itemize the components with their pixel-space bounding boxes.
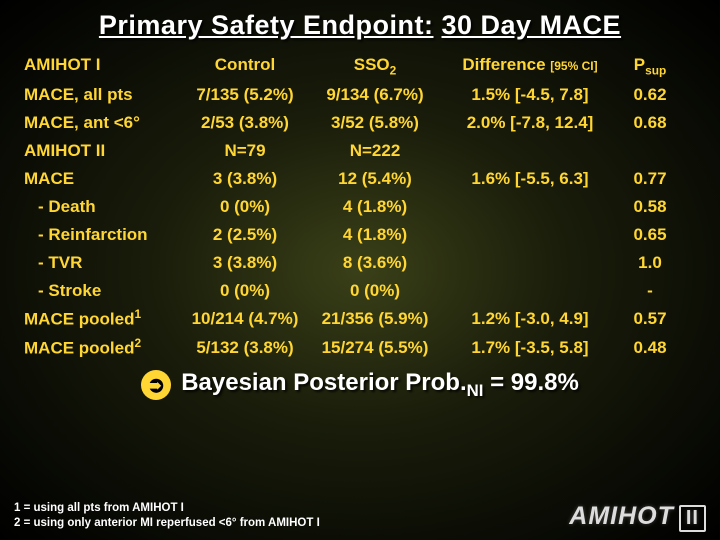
logo: AMIHOTII xyxy=(569,502,706,532)
cell-sso: 9/134 (6.7%) xyxy=(310,81,440,109)
cell-control: 0 (0%) xyxy=(180,277,310,305)
row-label: AMIHOT I xyxy=(20,51,180,81)
row-label: - Stroke xyxy=(20,277,180,305)
cell-sso: 0 (0%) xyxy=(310,277,440,305)
title-part-a: Primary Safety Endpoint: xyxy=(99,10,434,40)
footer-bar: ➲ Bayesian Posterior Prob.NI = 99.8% xyxy=(30,369,690,401)
col-header-sso: SSO2 xyxy=(310,51,440,81)
cell-sso: 15/274 (5.5%) xyxy=(310,334,440,363)
table-row: - Stroke0 (0%)0 (0%)- xyxy=(20,277,700,305)
cell-diff: 2.0% [-7.8, 12.4] xyxy=(440,109,620,137)
cell-control: 3 (3.8%) xyxy=(180,249,310,277)
footnote-1: 1 = using all pts from AMIHOT I xyxy=(14,501,320,515)
cell-diff xyxy=(440,249,620,277)
table-row: MACE, ant <6°2/53 (3.8%)3/52 (5.8%)2.0% … xyxy=(20,109,700,137)
table-row: - Death0 (0%)4 (1.8%) 0.58 xyxy=(20,193,700,221)
cell-control: 2/53 (3.8%) xyxy=(180,109,310,137)
table-row: MACE pooled25/132 (3.8%)15/274 (5.5%)1.7… xyxy=(20,334,700,363)
table-row: - Reinfarction2 (2.5%)4 (1.8%) 0.65 xyxy=(20,221,700,249)
cell-psup: 0.62 xyxy=(620,81,680,109)
table-row: - TVR3 (3.8%)8 (3.6%) 1.0 xyxy=(20,249,700,277)
row-label: - Reinfarction xyxy=(20,221,180,249)
cell-diff xyxy=(440,193,620,221)
row-label: - TVR xyxy=(20,249,180,277)
cell-sso: 4 (1.8%) xyxy=(310,193,440,221)
table-row: MACE3 (3.8%)12 (5.4%)1.6% [-5.5, 6.3]0.7… xyxy=(20,165,700,193)
row-label: - Death xyxy=(20,193,180,221)
cell-sso: 3/52 (5.8%) xyxy=(310,109,440,137)
cell-diff xyxy=(440,137,620,165)
cell-sso: 12 (5.4%) xyxy=(310,165,440,193)
results-table: AMIHOT I Control SSO2 Difference [95% CI… xyxy=(20,51,700,363)
row-label: MACE pooled2 xyxy=(20,334,180,363)
table-row: AMIHOT IIN=79N=222 xyxy=(20,137,700,165)
cell-psup: 0.65 xyxy=(620,221,680,249)
footer-text: Bayesian Posterior Prob.NI = 99.8% xyxy=(181,369,579,401)
cell-sso: N=222 xyxy=(310,137,440,165)
row-label: AMIHOT II xyxy=(20,137,180,165)
cell-diff: 1.5% [-4.5, 7.8] xyxy=(440,81,620,109)
cell-psup xyxy=(620,137,680,165)
table-header-row: AMIHOT I Control SSO2 Difference [95% CI… xyxy=(20,51,700,81)
cell-control: 3 (3.8%) xyxy=(180,165,310,193)
cell-control: 10/214 (4.7%) xyxy=(180,305,310,334)
footnote-2: 2 = using only anterior MI reperfused <6… xyxy=(14,516,320,530)
cell-sso: 8 (3.6%) xyxy=(310,249,440,277)
cell-control: 7/135 (5.2%) xyxy=(180,81,310,109)
row-label: MACE, ant <6° xyxy=(20,109,180,137)
footnotes: 1 = using all pts from AMIHOT I 2 = usin… xyxy=(14,501,320,530)
arrow-icon: ➲ xyxy=(141,370,171,400)
cell-diff: 1.2% [-3.0, 4.9] xyxy=(440,305,620,334)
cell-psup: 0.68 xyxy=(620,109,680,137)
cell-control: N=79 xyxy=(180,137,310,165)
table-row: MACE pooled110/214 (4.7%)21/356 (5.9%)1.… xyxy=(20,305,700,334)
cell-control: 5/132 (3.8%) xyxy=(180,334,310,363)
row-label: MACE xyxy=(20,165,180,193)
cell-psup: 0.57 xyxy=(620,305,680,334)
cell-control: 2 (2.5%) xyxy=(180,221,310,249)
slide-title: Primary Safety Endpoint: 30 Day MACE xyxy=(0,0,720,45)
col-header-psup: Psup xyxy=(620,51,680,81)
cell-psup: - xyxy=(620,277,680,305)
title-part-b: 30 Day MACE xyxy=(442,10,622,40)
cell-diff xyxy=(440,221,620,249)
cell-diff: 1.7% [-3.5, 5.8] xyxy=(440,334,620,363)
table-row: MACE, all pts7/135 (5.2%)9/134 (6.7%)1.5… xyxy=(20,81,700,109)
cell-psup: 0.58 xyxy=(620,193,680,221)
row-label: MACE pooled1 xyxy=(20,305,180,334)
cell-psup: 0.77 xyxy=(620,165,680,193)
col-header-diff: Difference [95% CI] xyxy=(440,51,620,81)
cell-diff xyxy=(440,277,620,305)
cell-psup: 1.0 xyxy=(620,249,680,277)
cell-sso: 4 (1.8%) xyxy=(310,221,440,249)
col-header-control: Control xyxy=(180,51,310,81)
cell-diff: 1.6% [-5.5, 6.3] xyxy=(440,165,620,193)
cell-control: 0 (0%) xyxy=(180,193,310,221)
row-label: MACE, all pts xyxy=(20,81,180,109)
cell-sso: 21/356 (5.9%) xyxy=(310,305,440,334)
cell-psup: 0.48 xyxy=(620,334,680,363)
